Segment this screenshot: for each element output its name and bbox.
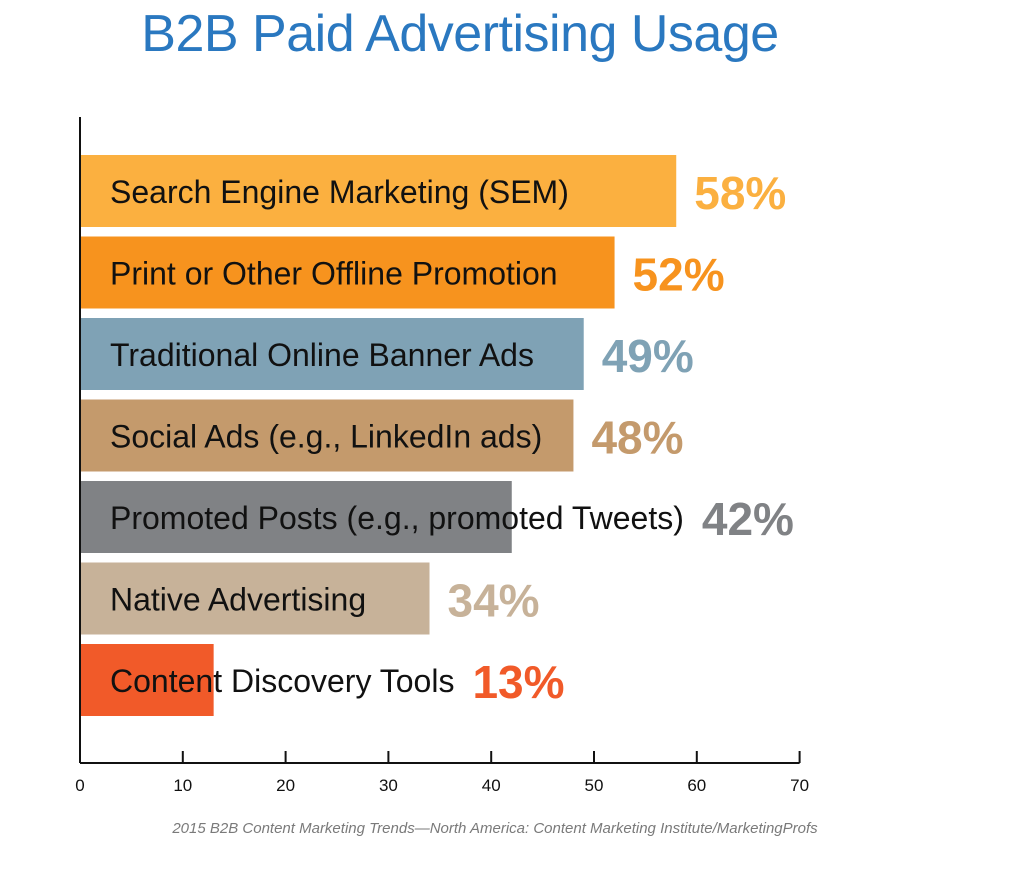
bar [80,236,615,309]
category-label: Content Discovery Tools [110,663,454,699]
x-tick-label: 10 [173,776,192,795]
bar [80,644,214,716]
category-label: Traditional Online Banner Ads [110,337,534,373]
bars-layer: Search Engine Marketing (SEM) 58% Print or… [80,155,794,716]
value-label: 52% [633,249,725,301]
category-label: Search Engine Marketing (SEM) [110,174,569,210]
x-tick-label: 0 [75,776,84,795]
x-tick-label: 70 [790,776,809,795]
source-note: 2015 B2B Content Marketing Trends—North … [172,820,818,837]
value-label: 13% [472,656,564,708]
category-label: Promoted Posts (e.g., promoted Tweets) [110,500,684,536]
bar [80,155,677,227]
value-label: 48% [591,412,683,464]
bar [80,399,574,472]
value-label: 34% [448,575,540,627]
bar [80,481,512,553]
value-label: 58% [694,167,786,219]
category-label: Print or Other Offline Promotion [110,256,558,292]
axis-layer: 0 10 20 30 40 50 60 70 [75,117,809,795]
category-label: Native Advertising [110,582,366,618]
x-tick-label: 60 [687,776,706,795]
bar [80,562,430,635]
x-tick-label: 50 [585,776,604,795]
value-label: 49% [602,330,694,382]
bar [80,318,584,390]
value-label: 42% [702,493,794,545]
x-tick-label: 40 [482,776,501,795]
x-tick-label: 30 [379,776,398,795]
x-tick-label: 20 [276,776,295,795]
category-label: Social Ads (e.g., LinkedIn ads) [110,419,542,455]
chart-title: B2B Paid Advertising Usage [141,5,779,63]
